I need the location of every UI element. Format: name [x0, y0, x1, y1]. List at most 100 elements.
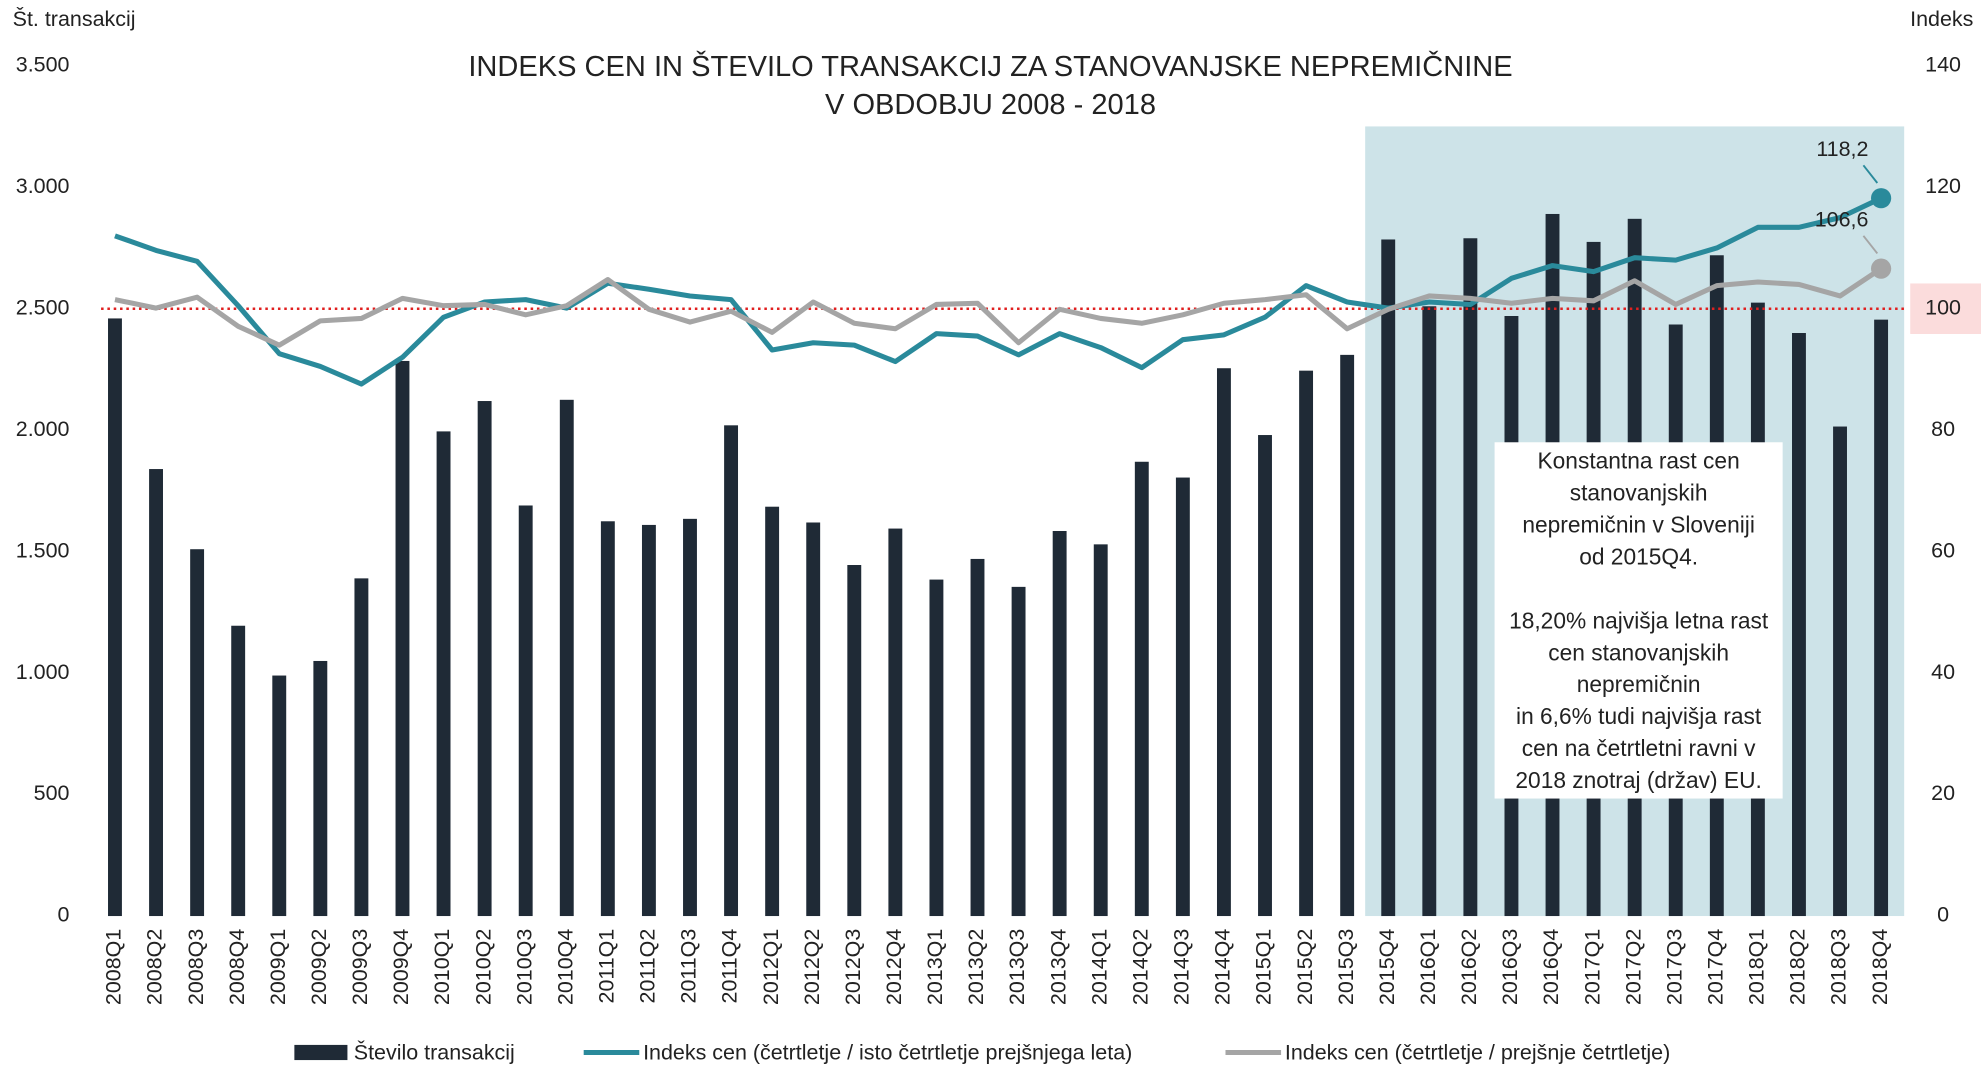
bar: [1381, 239, 1396, 917]
y-tick-label: 2.500: [16, 295, 70, 319]
x-tick-label: 2013Q2: [964, 929, 988, 1005]
x-tick-label: 2014Q3: [1170, 929, 1194, 1005]
bar: [272, 675, 287, 917]
annotation-text: nepremičnin: [1577, 671, 1701, 697]
label-leader: [1862, 235, 1879, 255]
x-tick-label: 2016Q1: [1416, 929, 1440, 1005]
y2-axis-label: Indeks: [1910, 7, 1973, 31]
y-tick-label: 0: [58, 903, 70, 927]
x-tick-label: 2016Q2: [1457, 929, 1481, 1005]
x-tick-label: 2013Q4: [1046, 929, 1070, 1005]
chart-title: V OBDOBJU 2008 - 2018: [825, 89, 1156, 121]
bar: [1422, 306, 1437, 917]
x-tick-label: 2017Q4: [1703, 929, 1727, 1005]
bar: [765, 506, 780, 917]
x-tick-label: 2014Q4: [1211, 929, 1235, 1005]
line: [114, 266, 1883, 348]
x-tick-label: 2017Q1: [1580, 929, 1604, 1005]
point-marker: [1870, 258, 1892, 279]
bar: [929, 579, 944, 917]
bar: [313, 660, 328, 917]
annotation-text: 2018 znotraj (držav) EU.: [1515, 767, 1761, 793]
bar: [395, 360, 410, 917]
bar: [970, 558, 985, 917]
y2-tick-label: 0: [1937, 903, 1949, 927]
y2-tick-label: 120: [1925, 174, 1961, 198]
y-tick-label: 2.000: [16, 417, 70, 441]
bar: [1052, 530, 1067, 917]
reference-label-bg: [1910, 283, 1981, 334]
bar: [600, 521, 615, 917]
bar: [1463, 238, 1478, 917]
chart-title: INDEKS CEN IN ŠTEVILO TRANSAKCIJ ZA STAN…: [468, 49, 1512, 83]
x-tick-label: 2018Q2: [1786, 929, 1810, 1005]
bar: [1093, 544, 1108, 917]
y2-tick-label: 80: [1931, 417, 1955, 441]
bar: [641, 524, 656, 917]
bar: [1011, 586, 1026, 917]
x-tick-label: 2009Q2: [307, 929, 331, 1005]
y2-tick-label: 100: [1925, 295, 1961, 319]
y2-tick-label: 140: [1925, 52, 1961, 76]
data-label: 106,6: [1815, 207, 1869, 231]
x-tick-label: 2010Q2: [471, 929, 495, 1005]
y2-tick-label: 40: [1931, 660, 1955, 684]
annotation-text: in 6,6% tudi najvišja rast: [1516, 703, 1762, 729]
x-tick-label: 2016Q3: [1498, 929, 1522, 1005]
y-axis-label: Št. transakcij: [13, 6, 136, 31]
x-tick-label: 2017Q3: [1662, 929, 1686, 1005]
bar: [1833, 426, 1847, 917]
x-tick-label: 2008Q4: [225, 929, 249, 1005]
x-tick-label: 2010Q4: [553, 929, 577, 1005]
x-tick-label: 2015Q1: [1252, 929, 1276, 1005]
annotation-text: cen stanovanjskih: [1548, 639, 1729, 665]
bar: [190, 549, 205, 917]
bar: [1874, 319, 1889, 917]
data-label: 118,2: [1816, 137, 1868, 161]
bar: [888, 528, 903, 917]
x-tick-label: 2012Q4: [882, 929, 906, 1005]
y-tick-label: 1.000: [16, 660, 70, 684]
x-tick-label: 2008Q1: [102, 929, 126, 1005]
annotation-text: nepremičnin v Sloveniji: [1522, 511, 1755, 537]
point-marker: [1870, 188, 1892, 209]
x-tick-label: 2012Q1: [759, 929, 783, 1005]
x-tick-label: 2011Q3: [677, 929, 701, 1004]
x-tick-label: 2018Q3: [1827, 929, 1851, 1005]
x-tick-label: 2009Q1: [266, 929, 290, 1005]
bar: [477, 401, 492, 917]
x-tick-label: 2011Q4: [718, 929, 742, 1004]
bar: [1340, 354, 1355, 917]
x-tick-label: 2014Q2: [1128, 929, 1152, 1005]
bar: [518, 505, 533, 917]
x-tick-label: 2018Q1: [1745, 929, 1769, 1005]
x-tick-label: 2013Q1: [923, 929, 947, 1005]
annotation-text: 18,20% najvišja letna rast: [1509, 607, 1769, 633]
y-tick-label: 3.000: [16, 174, 70, 198]
y-tick-label: 1.500: [16, 538, 70, 562]
bar: [559, 399, 574, 917]
x-tick-label: 2011Q1: [595, 929, 619, 1004]
x-tick-label: 2015Q3: [1334, 929, 1358, 1005]
bar: [108, 318, 122, 917]
bar: [724, 425, 739, 917]
x-tick-label: 2009Q4: [389, 929, 413, 1005]
x-tick-label: 2013Q3: [1005, 929, 1029, 1005]
bar: [354, 578, 369, 917]
x-tick-label: 2015Q4: [1375, 929, 1399, 1005]
x-tick-label: 2008Q2: [143, 929, 167, 1005]
legend-label: Indeks cen (četrtletje / prejšnje četrtl…: [1285, 1040, 1670, 1064]
x-tick-label: 2012Q2: [800, 929, 824, 1005]
legend-swatch: [294, 1044, 348, 1061]
annotation-text: od 2015Q4.: [1579, 543, 1698, 569]
x-tick-label: 2015Q2: [1293, 929, 1317, 1005]
bar: [806, 522, 821, 917]
y-tick-label: 500: [34, 781, 70, 805]
x-tick-label: 2009Q3: [348, 929, 372, 1005]
bar: [436, 431, 451, 917]
x-tick-label: 2010Q3: [512, 929, 536, 1005]
legend-label: Indeks cen (četrtletje / isto četrtletje…: [643, 1040, 1132, 1064]
bar: [683, 518, 697, 917]
line: [114, 195, 1883, 387]
